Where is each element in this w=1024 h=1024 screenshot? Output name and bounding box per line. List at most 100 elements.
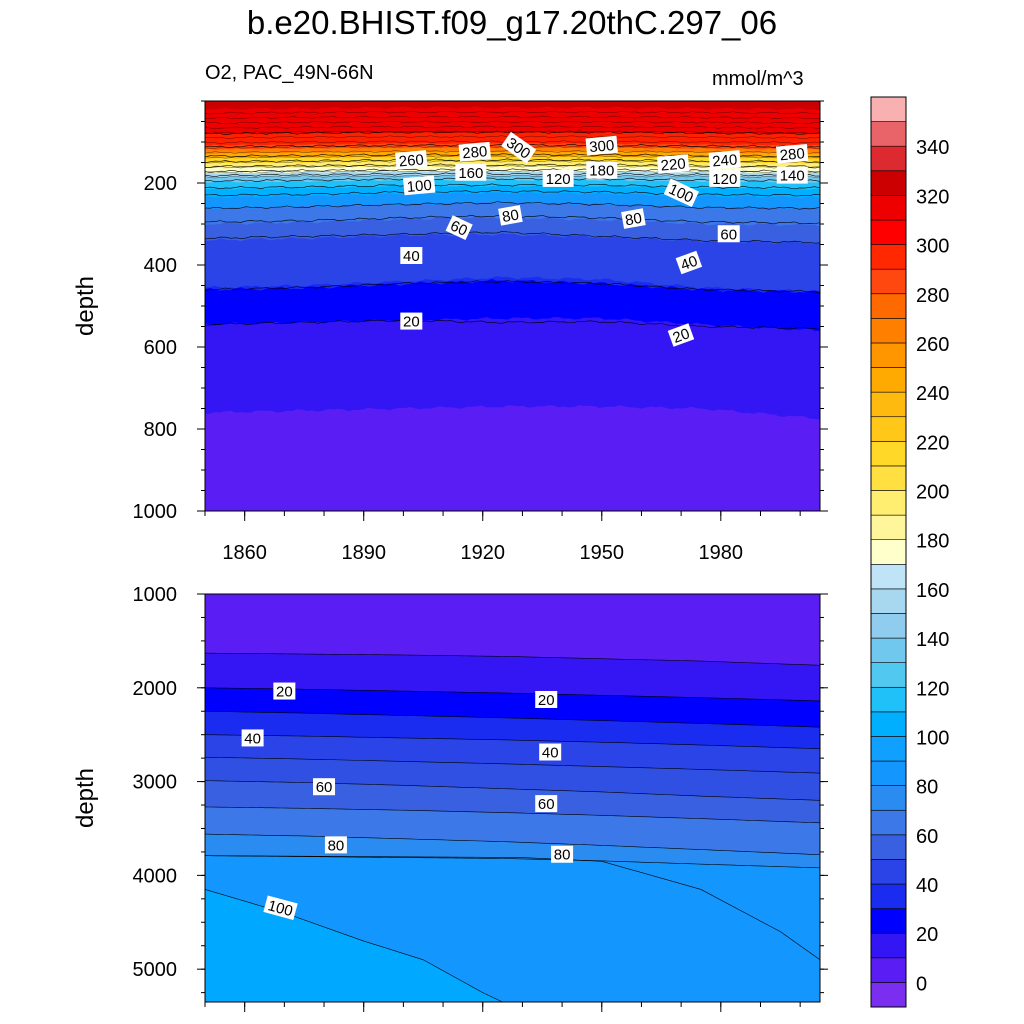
upper-contour-label: 40: [403, 248, 420, 265]
lower-label-group: 80: [324, 836, 347, 854]
upper-contour-label: 280: [462, 143, 488, 162]
upper-xtick-label: 1980: [699, 542, 744, 564]
colorbar-frame: [870, 96, 907, 1008]
lower-band-100: [205, 889, 503, 1002]
lower-label-group: 40: [539, 743, 562, 762]
upper-label-group: 20: [400, 312, 423, 331]
colorbar-swatch: [870, 982, 907, 1008]
upper-fine-contour: [205, 130, 820, 134]
upper-xtick-label: 1860: [222, 542, 267, 564]
colorbar-swatch: [870, 932, 907, 959]
colorbar-label: 100: [916, 727, 949, 749]
colorbar-label: 240: [916, 383, 949, 405]
colorbar-label: 320: [916, 186, 949, 208]
upper-label-group: 140: [776, 166, 808, 185]
upper-contour-60: [205, 231, 820, 244]
lower-contour-label: 80: [554, 847, 571, 864]
colorbar-swatch: [870, 293, 907, 319]
lower-label-bg: [273, 682, 296, 700]
lower-label-group: 20: [273, 682, 296, 701]
colorbar-swatch: [870, 809, 907, 836]
upper-label-group: 20: [667, 323, 695, 347]
upper-label-bg: [656, 154, 690, 174]
lower-contour-60: [205, 756, 820, 774]
colorbar-swatch: [870, 416, 907, 442]
upper-label-bg: [445, 215, 473, 240]
colorbar-swatch: [870, 662, 907, 688]
upper-contour-label: 160: [458, 165, 483, 182]
colorbar-swatch: [870, 859, 907, 885]
upper-band-20: [205, 405, 820, 511]
lower-contour-40: [205, 710, 820, 728]
colorbar-swatch: [870, 318, 907, 344]
colorbar-swatch: [870, 195, 907, 221]
colorbar-swatch: [870, 170, 907, 196]
colorbar-label: 40: [916, 875, 938, 897]
upper-label-group: 280: [776, 143, 809, 164]
colorbar-swatch: [870, 563, 907, 590]
colorbar-label: 220: [916, 432, 949, 454]
upper-contour-label: 140: [780, 168, 805, 185]
upper-label-group: 300: [585, 135, 618, 156]
lower-label-bg: [551, 845, 574, 863]
lower-ytick-label: 4000: [133, 865, 178, 887]
upper-label-group: 280: [458, 141, 491, 162]
upper-label-group: 180: [586, 161, 618, 180]
upper-label-group: 160: [455, 163, 487, 182]
colorbar-swatch: [870, 391, 907, 418]
colorbar-swatch: [870, 588, 907, 614]
upper-contour-label: 60: [448, 217, 470, 239]
colorbar-swatch: [870, 957, 907, 983]
colorbar-swatch: [870, 490, 907, 516]
lower-contour-label: 100: [266, 897, 295, 920]
lower-contour-label: 20: [276, 684, 293, 701]
upper-label-bg: [708, 150, 741, 170]
colorbar-swatch: [870, 539, 907, 565]
colorbar-swatch: [870, 736, 907, 762]
upper-label-bg: [585, 135, 618, 156]
colorbar-label: 340: [916, 137, 949, 159]
upper-contour-label: 260: [398, 151, 424, 170]
upper-label-bg: [717, 225, 740, 243]
upper-fine-contour: [205, 120, 820, 124]
lower-contour-70: [205, 780, 820, 801]
upper-contour-label: 240: [712, 151, 738, 170]
upper-contour-label: 20: [403, 314, 420, 331]
subtitle-left: O2, PAC_49N-66N: [205, 62, 374, 84]
colorbar-label: 80: [916, 777, 938, 799]
lower-label-bg: [539, 743, 562, 761]
lower-contour-80: [205, 806, 820, 824]
lower-ytick-label: 3000: [133, 772, 178, 794]
upper-contour-300: [205, 130, 820, 136]
lower-label-group: 60: [313, 778, 336, 796]
upper-contour-label: 20: [671, 325, 692, 347]
lower-ytick-label: 5000: [133, 959, 178, 981]
lower-label-group: 60: [535, 795, 558, 813]
colorbar-label: 20: [916, 924, 938, 946]
colorbar-label: 260: [916, 334, 949, 356]
upper-contour-140: [205, 183, 820, 190]
colorbar-swatch: [870, 613, 907, 639]
lower-ylabel: depth: [72, 768, 99, 828]
upper-label-bg: [663, 178, 699, 208]
colorbar-swatch: [870, 342, 907, 368]
colorbar-label: 180: [916, 531, 949, 553]
lower-contour-90: [205, 833, 820, 856]
upper-label-bg: [675, 250, 703, 275]
upper-contour-label: 80: [501, 206, 520, 226]
chart-title: b.e20.BHIST.f09_g17.20thC.297_06: [246, 4, 778, 41]
colorbar-swatch: [870, 145, 907, 172]
lower-label-group: 40: [241, 729, 264, 747]
colorbar-swatch: [870, 637, 907, 663]
lower-ytick-label: 2000: [133, 678, 178, 700]
colorbar-swatch: [870, 834, 907, 860]
upper-contour-label: 300: [589, 137, 615, 156]
upper-contour-20: [205, 318, 820, 330]
colorbar-label: 200: [916, 482, 949, 504]
upper-label-bg: [403, 175, 436, 196]
upper-label-group: 240: [708, 150, 741, 171]
upper-ytick-label: 600: [144, 337, 177, 359]
colorbar-swatch: [870, 219, 907, 245]
